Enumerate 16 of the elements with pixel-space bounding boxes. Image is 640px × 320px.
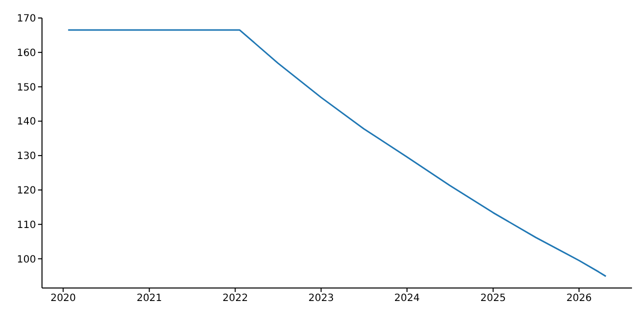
x-tick-label: 2021: [136, 293, 162, 304]
y-tick-label: 140: [16, 116, 36, 128]
y-tick-label: 100: [16, 254, 36, 266]
x-tick-label: 2025: [480, 293, 506, 304]
y-tick-label: 150: [16, 82, 36, 94]
x-tick-label: 2022: [222, 293, 248, 304]
y-tick-label: 110: [16, 220, 36, 231]
x-tick-label: 2024: [394, 293, 420, 304]
x-tick-label: 2023: [308, 293, 334, 304]
y-tick-label: 120: [16, 186, 36, 197]
x-tick-label: 2026: [566, 293, 592, 304]
y-tick-label: 130: [16, 151, 36, 162]
line-series: [67, 29, 607, 278]
x-tick-label: 2020: [50, 293, 76, 304]
y-tick-label: 170: [16, 14, 36, 25]
y-tick-label: 160: [16, 48, 36, 59]
